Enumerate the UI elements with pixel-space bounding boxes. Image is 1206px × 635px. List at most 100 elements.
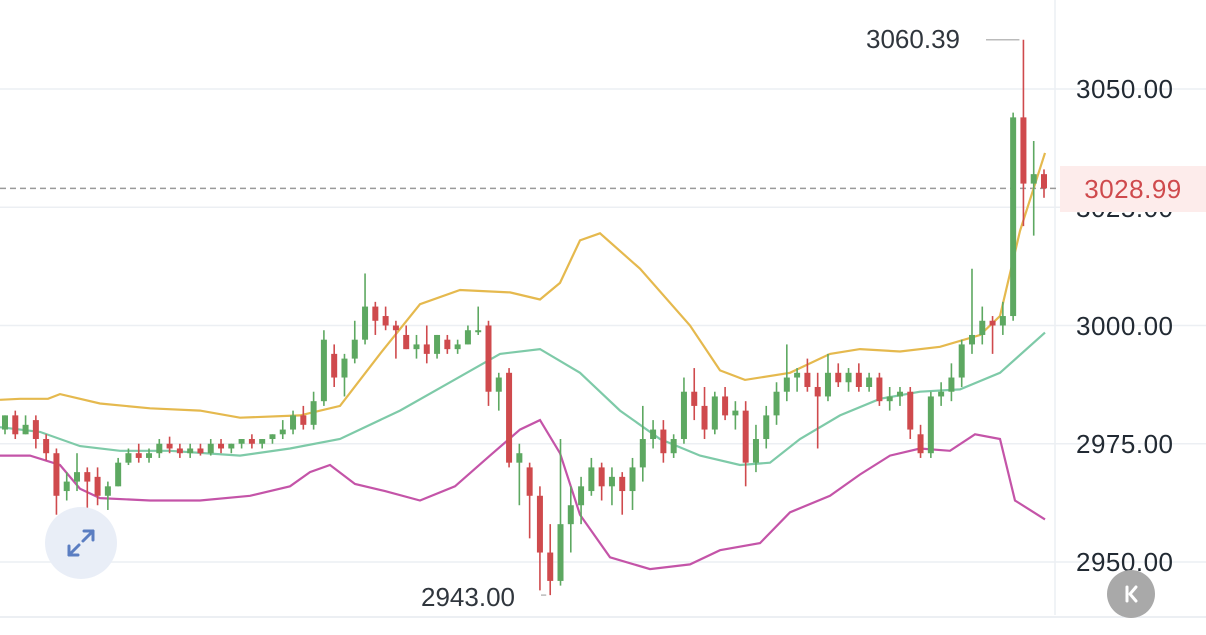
candle: [403, 325, 410, 350]
candle-body: [876, 377, 883, 402]
candle: [1041, 169, 1047, 198]
candle-body: [650, 429, 657, 440]
candle-body: [290, 415, 297, 430]
candle-body: [115, 462, 122, 487]
candle-body: [464, 330, 471, 345]
candle: [835, 363, 842, 387]
candle-body: [228, 443, 235, 449]
candle-body: [238, 439, 245, 444]
candle-body: [84, 472, 91, 482]
candle-body: [351, 339, 358, 359]
candle-body: [824, 372, 831, 397]
candle: [773, 382, 780, 425]
candle-body: [619, 476, 626, 492]
candle: [187, 443, 194, 458]
candle-body: [259, 439, 266, 444]
candle: [495, 372, 502, 411]
candle-body: [485, 325, 492, 392]
candle-body: [526, 467, 533, 496]
candle: [506, 368, 513, 468]
candle-body: [794, 372, 801, 378]
candle: [598, 462, 605, 501]
candle: [238, 439, 245, 449]
collapse-panel-button[interactable]: [1107, 570, 1155, 618]
candle-body: [845, 372, 852, 383]
current-price-label: 3028.99: [1060, 166, 1206, 212]
candle: [855, 363, 862, 392]
candle: [320, 330, 327, 406]
candle: [434, 334, 441, 359]
candle: [629, 457, 636, 510]
candle: [351, 320, 358, 364]
candle: [958, 339, 965, 387]
bollinger-bands: [0, 152, 1047, 571]
candle-body: [207, 443, 214, 454]
candle: [804, 358, 811, 392]
expand-chart-button[interactable]: [45, 507, 117, 579]
candle: [567, 486, 574, 553]
candle-body: [372, 306, 379, 321]
candle-body: [588, 467, 595, 492]
candle: [691, 368, 698, 421]
candle-body: [32, 420, 39, 440]
candle: [999, 301, 1006, 335]
candle-body: [392, 325, 399, 331]
candle-body: [917, 434, 924, 454]
candle: [917, 424, 924, 458]
candle-body: [979, 320, 986, 335]
upper-band-line: [0, 152, 1047, 419]
candle-body: [567, 505, 574, 525]
candle-body: [660, 429, 667, 454]
candle-body: [310, 401, 317, 425]
candle: [783, 344, 790, 402]
candle: [341, 353, 348, 397]
candle-body: [197, 448, 204, 454]
candle-body: [1030, 174, 1037, 184]
candle: [197, 443, 204, 456]
candle: [557, 439, 564, 586]
candle-body: [855, 372, 862, 387]
candle-body: [948, 377, 955, 392]
candle: [382, 306, 389, 331]
candle-body: [691, 391, 698, 406]
candle-body: [22, 424, 29, 435]
candle: [444, 334, 451, 354]
candle: [588, 457, 595, 496]
candle: [125, 448, 132, 466]
candle: [135, 443, 142, 463]
candle-body: [752, 439, 759, 463]
candle: [732, 401, 739, 430]
candle: [670, 434, 677, 458]
candle-body: [557, 524, 564, 581]
candle-body: [382, 316, 389, 326]
candle-body: [742, 410, 749, 463]
candle: [74, 453, 81, 492]
candle: [516, 443, 523, 506]
candle-body: [896, 391, 903, 397]
candle-body: [1041, 174, 1047, 189]
candle-body: [104, 486, 111, 496]
candle: [32, 415, 39, 449]
candle-body: [732, 410, 739, 416]
candle: [475, 306, 482, 335]
candle-body: [125, 453, 132, 463]
candle-body: [680, 391, 687, 440]
candle-body: [1010, 117, 1017, 317]
candle-body: [63, 481, 70, 492]
candle-body: [423, 344, 430, 354]
candle: [866, 372, 873, 392]
candle: [218, 439, 225, 454]
candle: [115, 457, 122, 487]
candle-body: [146, 453, 153, 458]
candle-body: [927, 396, 934, 454]
candle: [248, 434, 255, 449]
extreme-markers: [541, 39, 1020, 596]
candle: [845, 368, 852, 392]
candle: [619, 472, 626, 515]
candle-body: [536, 495, 543, 553]
candle-body: [670, 439, 677, 454]
candle: [680, 377, 687, 444]
candle: [938, 382, 945, 406]
y-tick-label: 3000.00: [1076, 311, 1174, 341]
